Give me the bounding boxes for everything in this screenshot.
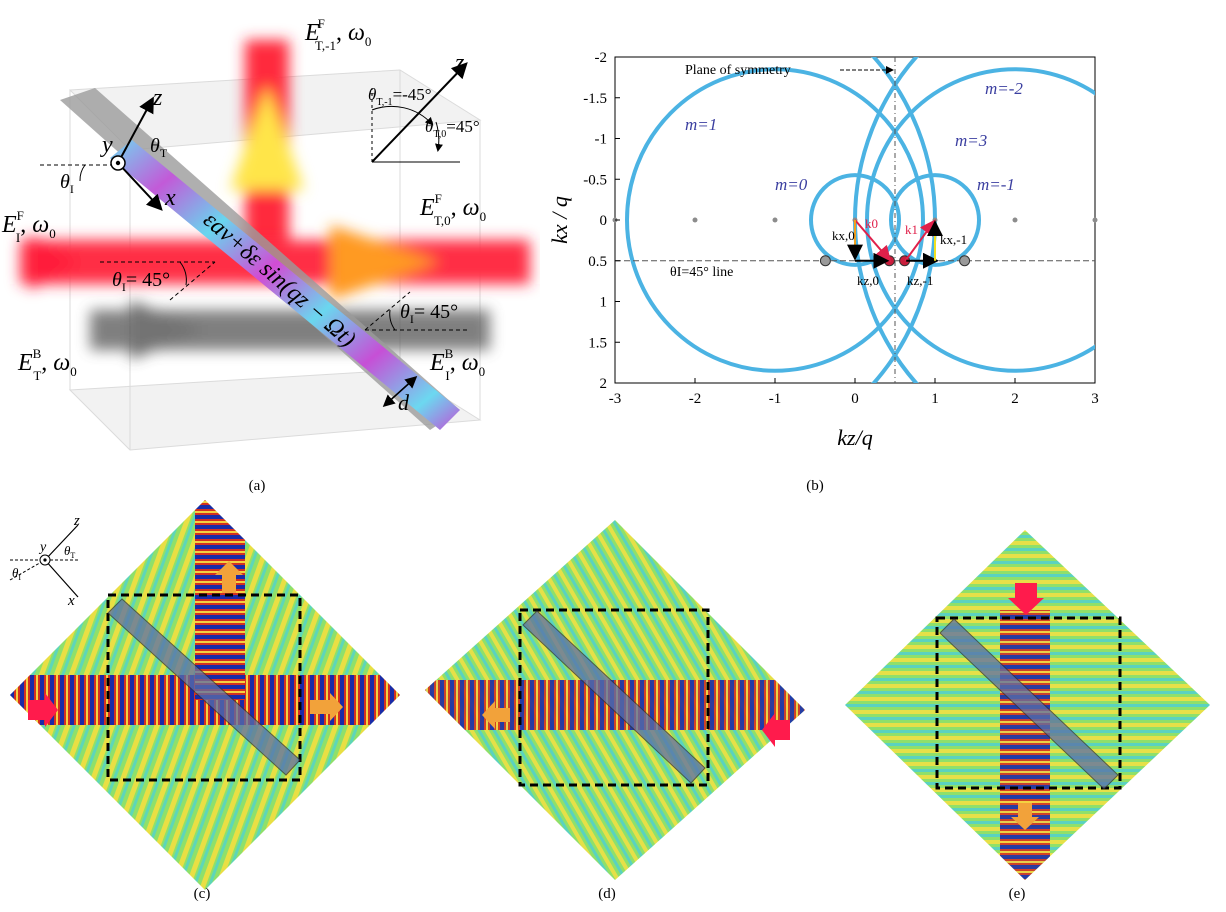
mini-axis-z: z: [73, 513, 80, 529]
annotation-m-minus1: m=-1: [977, 175, 1015, 194]
label-ei-f: EF I, ω0: [1, 208, 56, 245]
axis-z-label: z: [152, 85, 163, 111]
dispersion-circle-m0: [809, 173, 901, 267]
lattice-dot: [932, 217, 938, 223]
axis-x-label: x: [164, 185, 176, 211]
label-et0: EF T,0, ω0: [419, 191, 486, 228]
caption-c: (c): [193, 886, 211, 902]
annotation-plane-of-symmetry: Plane of symmetry: [685, 63, 791, 78]
annotation-m3: m=3: [955, 131, 987, 150]
x-tick-label: 1: [931, 391, 939, 407]
y-tick-label: -1: [595, 132, 608, 148]
dispersion-circle-mminus2: [865, 67, 1095, 373]
annotation-m0: m=0: [775, 175, 808, 194]
annotation-kx0: kx,0: [832, 228, 855, 243]
lattice-dot: [692, 217, 698, 223]
axis-y-label: y: [100, 132, 113, 158]
y-tick-label: -2: [595, 50, 608, 66]
mini-theta-i: θI: [12, 565, 21, 582]
label-ei-b: EB I, ω0: [429, 346, 485, 383]
y-axis-label: kx / q: [547, 196, 572, 244]
theta-i-45-label: θI= 45°: [112, 269, 170, 294]
axis-z2-label: z: [454, 50, 465, 76]
lattice-dot: [1092, 217, 1098, 223]
label-et-b: EB T, ω0: [17, 346, 77, 383]
caption-a: (a): [248, 478, 266, 494]
annotation-m1: m=1: [685, 115, 717, 134]
annotation-m-minus2: m=-2: [985, 79, 1023, 98]
panel-b-chart: -3 -2 -1 0 1 2 3 -2 -1.5 -1 -0.5 0 0.5 1 1.5 2 kz/q kx / …: [547, 50, 1099, 450]
k0-vector: [854, 219, 892, 263]
annotation-kz0: kz,0: [857, 273, 879, 288]
theta-t-label: θT: [150, 135, 168, 160]
mini-theta-t: θT: [64, 543, 75, 560]
panel-c-field: z x y θT θI: [9, 500, 400, 890]
lattice-dot: [1012, 217, 1018, 223]
caption-d: (d): [598, 886, 616, 902]
mini-axis-x: x: [67, 593, 75, 609]
annotation-k1: k1: [905, 222, 918, 237]
caption-e: (e): [1008, 886, 1026, 902]
label-et-minus1: EF T,-1, ω0: [304, 16, 371, 53]
y-tick-label: 0: [600, 213, 608, 229]
theta-i-label: θI: [60, 171, 74, 196]
y-tick-label: -1.5: [583, 91, 607, 107]
y-tick-label: 2: [600, 376, 608, 392]
panel-a-schematic: EF T,-1, ω0 EF T,0, ω0 EF I, ω0 EB T, ω0 EB I…: [1, 16, 530, 451]
x-tick-label: 2: [1011, 391, 1019, 407]
x-tick-label: 0: [851, 391, 859, 407]
x-tick-label: 3: [1091, 391, 1099, 407]
panel-d-field: [425, 520, 805, 880]
annotation-kzm1: kz,-1: [907, 273, 933, 288]
lattice-dot: [772, 217, 778, 223]
thickness-label: d: [398, 390, 410, 415]
intersection-point: [959, 255, 971, 267]
y-tick-label: 1: [600, 295, 608, 311]
x-tick-label: -1: [769, 391, 782, 407]
y-tick-label: -0.5: [583, 172, 607, 188]
theta-tm1-label: θT,-1=-45°: [368, 85, 432, 108]
x-tick-label: -3: [609, 391, 622, 407]
caption-b: (b): [806, 478, 824, 494]
y-tick-label: 1.5: [588, 335, 607, 351]
x-axis-label: kz/q: [837, 425, 872, 450]
intersection-point: [819, 255, 831, 267]
theta-t0-label: θT,0=45°: [425, 117, 480, 140]
annotation-kxm1: kx,-1: [940, 232, 967, 247]
annotation-k0: k0: [865, 216, 878, 231]
x-tick-label: -2: [689, 391, 702, 407]
y-tick-label: 0.5: [588, 254, 607, 270]
theta-i-45-right-label: θI= 45°: [400, 301, 458, 326]
mini-axis-y: y: [38, 540, 47, 555]
annotation-theta-line: θI=45° line: [670, 265, 733, 280]
panel-e-field: [845, 530, 1210, 880]
